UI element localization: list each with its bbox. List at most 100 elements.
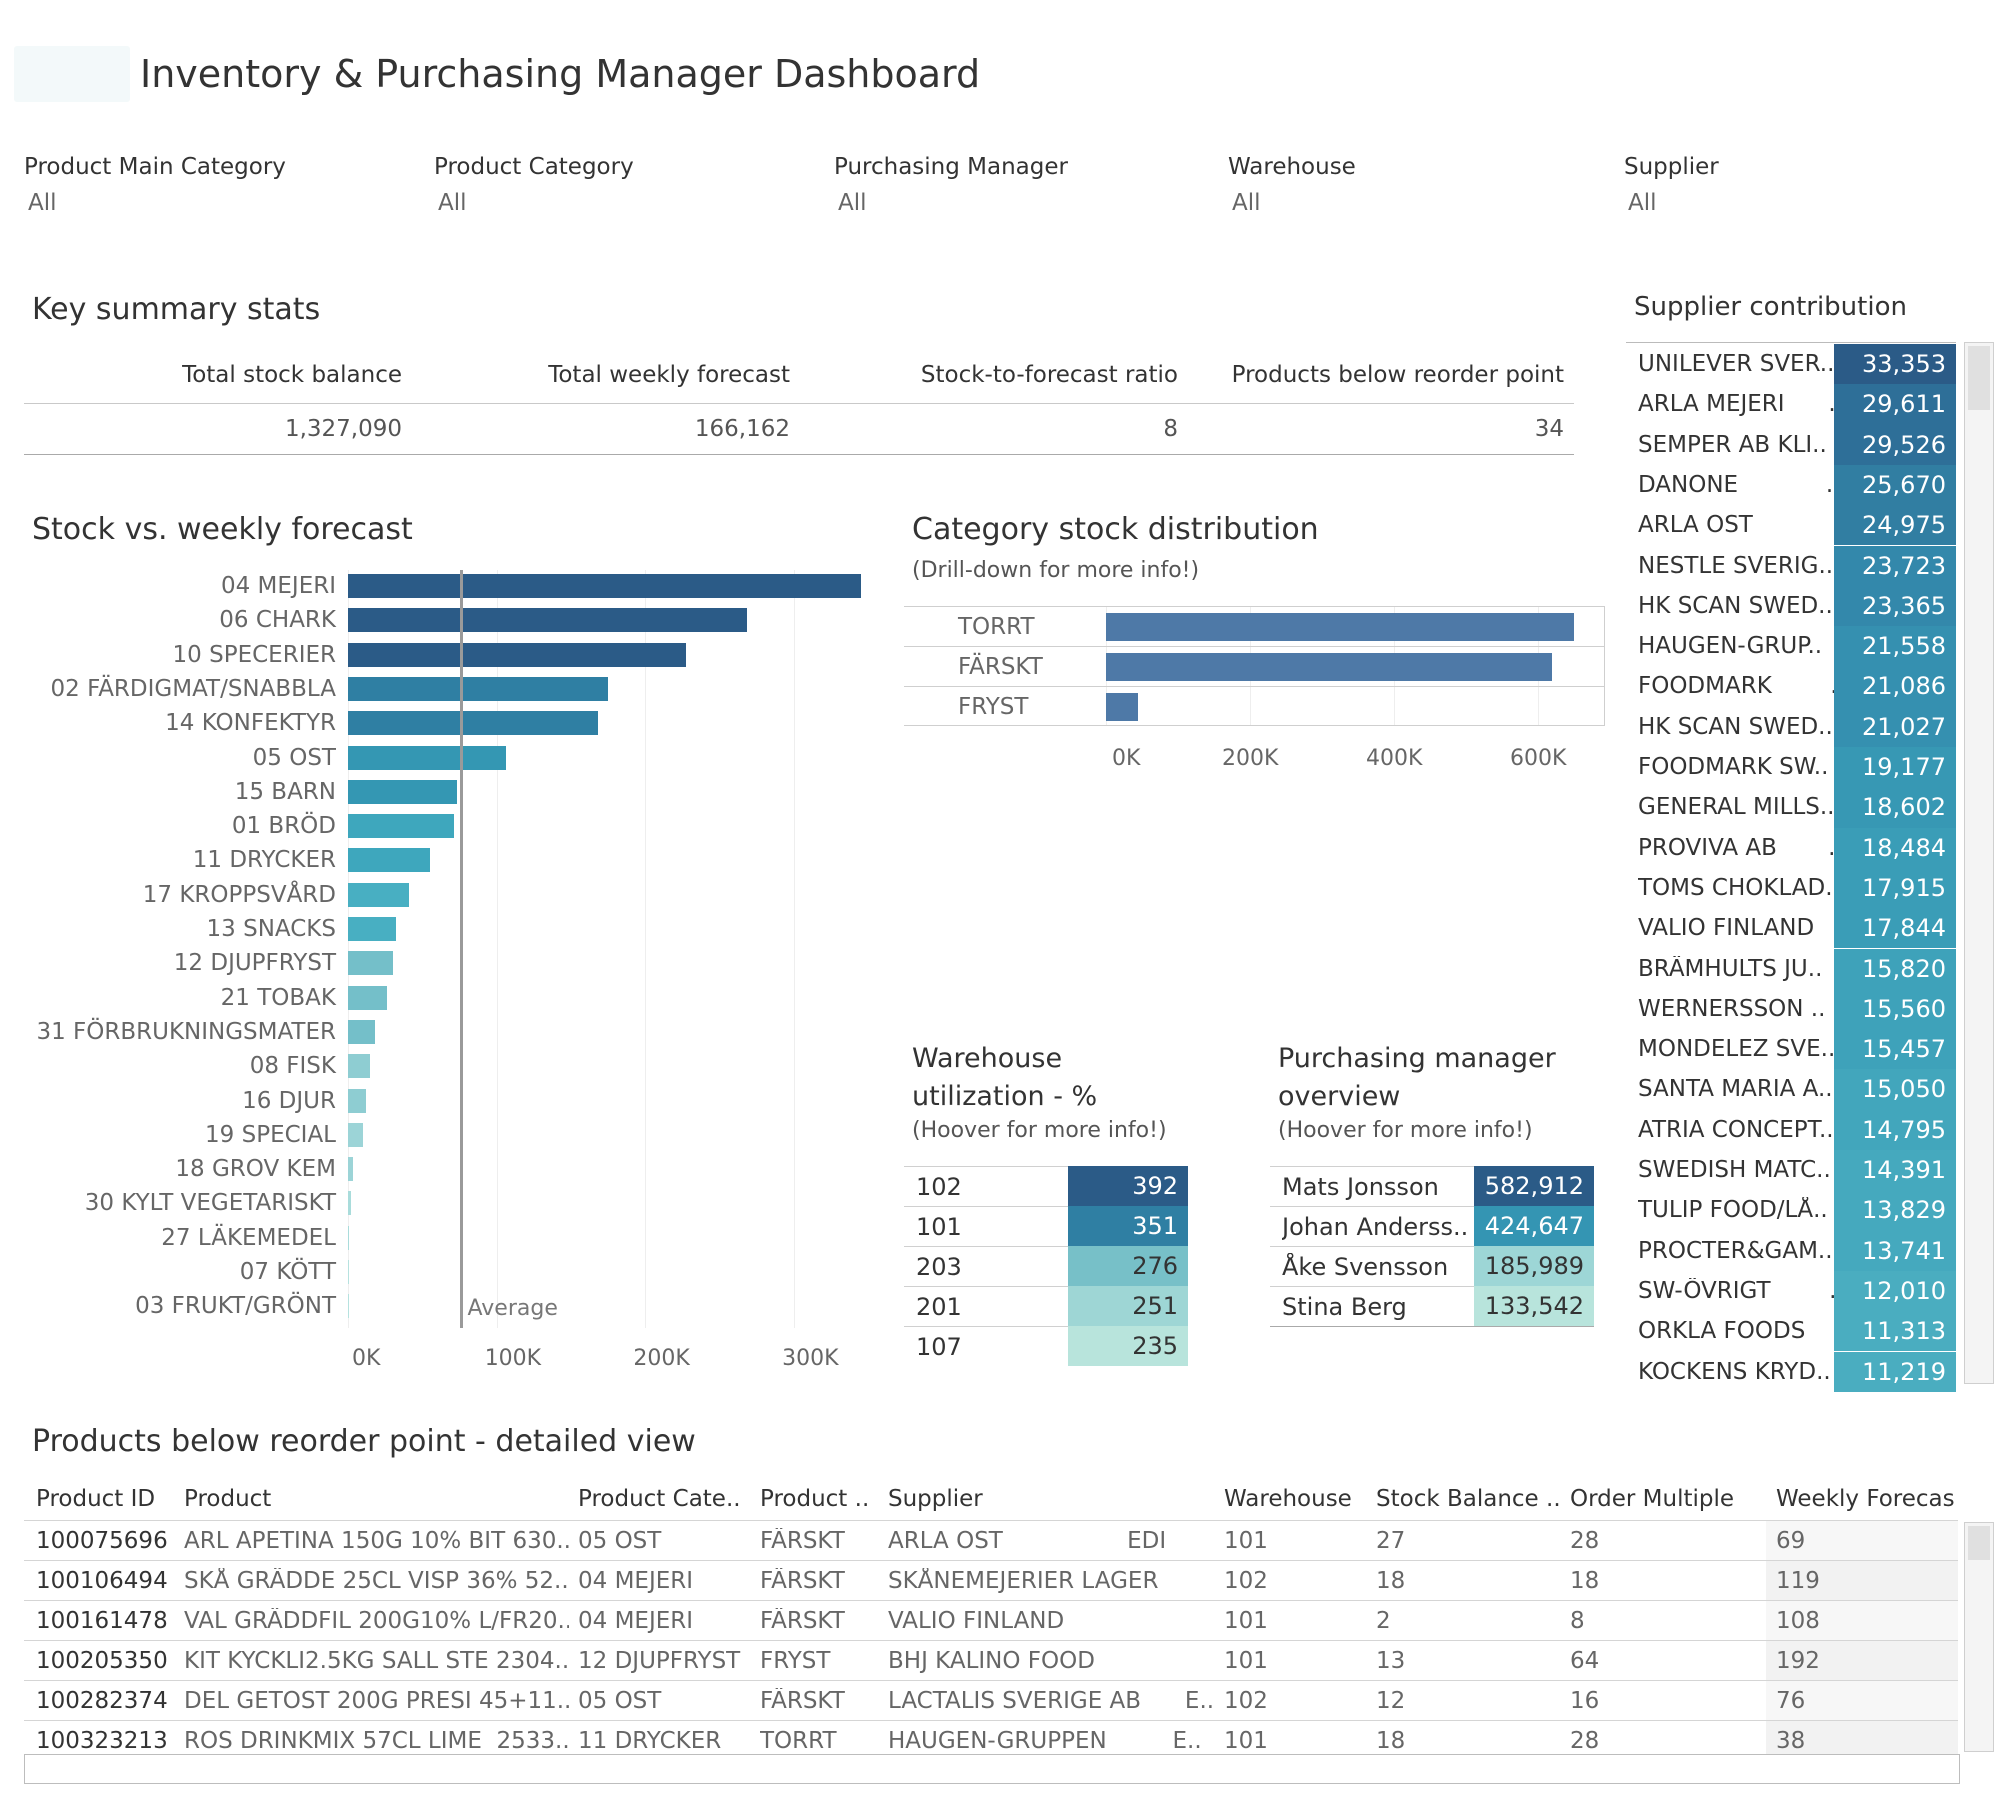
warehouse-utilization-cell[interactable]: 251 [1068, 1286, 1188, 1326]
supplier-value-cell[interactable]: 23,365 [1834, 585, 1956, 627]
supplier-name[interactable]: FOODMARK .. [1638, 673, 1834, 700]
supplier-name[interactable]: ARLA OST .. [1638, 512, 1834, 539]
category-row[interactable] [904, 646, 1604, 686]
details-horizontal-scrollbar[interactable] [24, 1754, 1960, 1784]
supplier-value-cell[interactable]: 19,177 [1834, 747, 1956, 788]
stock-bar[interactable] [348, 676, 609, 701]
supplier-value-cell[interactable]: 12,010 [1834, 1270, 1956, 1312]
supplier-name[interactable]: WERNERSSON .. [1638, 995, 1826, 1022]
details-column-header[interactable]: Warehouse [1224, 1486, 1352, 1512]
category-bar[interactable] [1106, 693, 1139, 721]
supplier-name[interactable]: HK SCAN SWED.. [1638, 713, 1833, 740]
supplier-name[interactable]: UNILEVER SVER.. [1638, 351, 1834, 377]
warehouse-utilization-cell[interactable]: 276 [1068, 1246, 1188, 1286]
stock-bar[interactable] [348, 745, 506, 770]
stock-bar[interactable] [348, 1294, 349, 1319]
stock-bar[interactable] [348, 951, 393, 976]
supplier-scrollbar-thumb[interactable] [1968, 346, 1990, 410]
stock-bar[interactable] [348, 882, 409, 907]
stock-bar[interactable] [348, 917, 396, 941]
supplier-value-cell[interactable]: 21,086 [1834, 666, 1956, 707]
details-column-header[interactable]: Stock Balance .. [1376, 1486, 1561, 1512]
manager-value-cell[interactable]: 424,647 [1474, 1206, 1594, 1246]
warehouse-row[interactable] [904, 1286, 1068, 1326]
details-column-header[interactable]: Supplier [888, 1486, 983, 1512]
supplier-name[interactable]: PROCTER&GAM.. [1638, 1237, 1833, 1264]
supplier-scrollbar[interactable] [1964, 342, 1994, 1384]
stock-bar[interactable] [348, 848, 430, 873]
filter-supplier-value[interactable]: All [1628, 190, 1657, 216]
supplier-value-cell[interactable]: 15,457 [1834, 1029, 1956, 1070]
filter-supplier[interactable]: Supplier All [1624, 154, 1998, 224]
supplier-name[interactable]: FOODMARK SW.. [1638, 754, 1829, 780]
filter-warehouse[interactable]: Warehouse All [1228, 154, 1608, 224]
stock-bar[interactable] [348, 711, 598, 736]
supplier-name[interactable]: SANTA MARIA A.. [1638, 1076, 1833, 1103]
details-column-header[interactable]: Product .. [760, 1486, 870, 1512]
stock-bar[interactable] [348, 1088, 366, 1113]
details-column-header[interactable]: Order Multiple [1570, 1486, 1735, 1512]
supplier-name[interactable]: TULIP FOOD/LÅ.. [1638, 1197, 1828, 1224]
supplier-value-cell[interactable]: 15,050 [1834, 1069, 1956, 1110]
manager-row[interactable] [1270, 1166, 1474, 1206]
details-cell[interactable]: 100323213 [36, 1728, 168, 1754]
category-bar[interactable] [1106, 653, 1553, 681]
stock-bar[interactable] [348, 1225, 350, 1250]
details-cell[interactable]: 100205350 [36, 1648, 168, 1674]
filter-product-main-category[interactable]: Product Main Category All [24, 154, 404, 224]
category-row[interactable] [904, 686, 1604, 726]
stock-bar[interactable] [348, 608, 747, 633]
supplier-name[interactable]: PROVIVA AB .. [1638, 834, 1834, 861]
filter-product-category-value[interactable]: All [438, 190, 467, 216]
stock-bar[interactable] [348, 1157, 354, 1182]
filter-product-category[interactable]: Product Category All [434, 154, 814, 224]
supplier-value-cell[interactable]: 11,313 [1834, 1311, 1956, 1352]
details-cell[interactable]: SKÅ GRÄDDE 25CL VISP 36% 52.. [184, 1568, 569, 1594]
details-scrollbar-thumb[interactable] [1968, 1526, 1990, 1560]
warehouse-row[interactable] [904, 1246, 1068, 1286]
stock-bar[interactable] [348, 1191, 351, 1216]
stock-bar[interactable] [348, 985, 387, 1010]
supplier-value-cell[interactable]: 13,741 [1834, 1230, 1956, 1271]
supplier-name[interactable]: MONDELEZ SVE.. [1638, 1036, 1834, 1063]
details-cell[interactable]: DEL GETOST 200G PRESI 45+11.. [184, 1688, 569, 1714]
supplier-name[interactable]: BRÄMHULTS JU.. [1638, 955, 1823, 982]
supplier-value-cell[interactable]: 17,915 [1834, 867, 1956, 909]
warehouse-row[interactable] [904, 1166, 1068, 1206]
supplier-value-cell[interactable]: 23,723 [1834, 545, 1956, 586]
supplier-name[interactable]: HK SCAN SWED.. [1638, 592, 1833, 619]
supplier-value-cell[interactable]: 21,027 [1834, 706, 1956, 747]
warehouse-utilization-cell[interactable]: 392 [1068, 1166, 1188, 1206]
category-row[interactable] [904, 606, 1604, 646]
supplier-name[interactable]: NESTLE SVERIG.. [1638, 552, 1834, 579]
stock-bar[interactable] [348, 1019, 375, 1044]
manager-row[interactable] [1270, 1206, 1474, 1246]
supplier-value-cell[interactable]: 15,560 [1834, 988, 1956, 1030]
supplier-value-cell[interactable]: 18,602 [1834, 787, 1956, 828]
manager-value-cell[interactable]: 582,912 [1474, 1166, 1594, 1206]
filter-purchasing-manager[interactable]: Purchasing Manager All [834, 154, 1214, 224]
details-cell[interactable]: 100075696 [36, 1528, 168, 1554]
filter-product-main-category-value[interactable]: All [28, 190, 57, 216]
details-cell[interactable]: 100282374 [36, 1688, 168, 1714]
supplier-value-cell[interactable]: 18,484 [1834, 827, 1956, 868]
supplier-name[interactable]: ATRIA CONCEPT.. [1638, 1116, 1834, 1143]
supplier-name[interactable]: SWEDISH MATC.. [1638, 1157, 1831, 1183]
stock-bar[interactable] [348, 642, 686, 667]
supplier-name[interactable]: TOMS CHOKLAD.. [1638, 874, 1834, 901]
stock-bar[interactable] [348, 1054, 371, 1079]
supplier-name[interactable]: DANONE .. [1638, 471, 1834, 498]
supplier-value-cell[interactable]: 14,391 [1834, 1150, 1956, 1191]
supplier-value-cell[interactable]: 17,844 [1834, 908, 1956, 949]
supplier-name[interactable]: ORKLA FOODS .. [1638, 1318, 1834, 1345]
details-cell[interactable]: 100161478 [36, 1608, 168, 1634]
supplier-value-cell[interactable]: 33,353 [1834, 344, 1956, 385]
manager-row[interactable] [1270, 1286, 1474, 1326]
warehouse-row[interactable] [904, 1326, 1068, 1366]
stock-bar[interactable] [348, 779, 457, 804]
details-scrollbar[interactable] [1964, 1522, 1994, 1752]
supplier-value-cell[interactable]: 24,975 [1834, 505, 1956, 546]
details-column-header[interactable]: Product ID [36, 1486, 156, 1512]
supplier-value-cell[interactable]: 25,670 [1834, 464, 1956, 506]
supplier-value-cell[interactable]: 21,558 [1834, 626, 1956, 667]
